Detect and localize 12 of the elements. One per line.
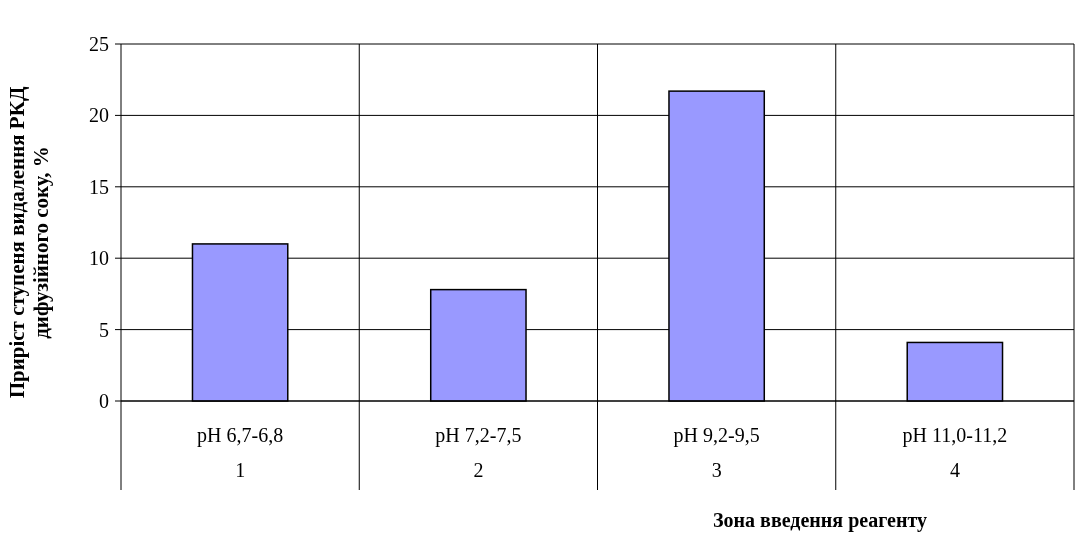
y-tick-label: 0 <box>99 390 109 412</box>
x-tick-label: pH 9,2-9,5 3 <box>673 424 760 481</box>
y-tick-label: 15 <box>89 175 109 198</box>
x-tick-label: pH 7,2-7,5 2 <box>435 424 522 481</box>
x-axis-title: Зона введення реагенту <box>713 509 927 532</box>
y-tick-label: 20 <box>89 104 109 127</box>
x-tick-label: pH 6,7-6,8 1 <box>197 424 284 481</box>
y-tick-label: 5 <box>99 318 109 341</box>
y-axis-title: Приріст ступеня видалення РКД дифузійного соку, % <box>5 86 53 399</box>
x-tick-label: pH 11,0-11,2 4 <box>902 424 1008 481</box>
y-tick-label: 25 <box>89 33 109 55</box>
y-tick-label: 10 <box>89 247 109 270</box>
